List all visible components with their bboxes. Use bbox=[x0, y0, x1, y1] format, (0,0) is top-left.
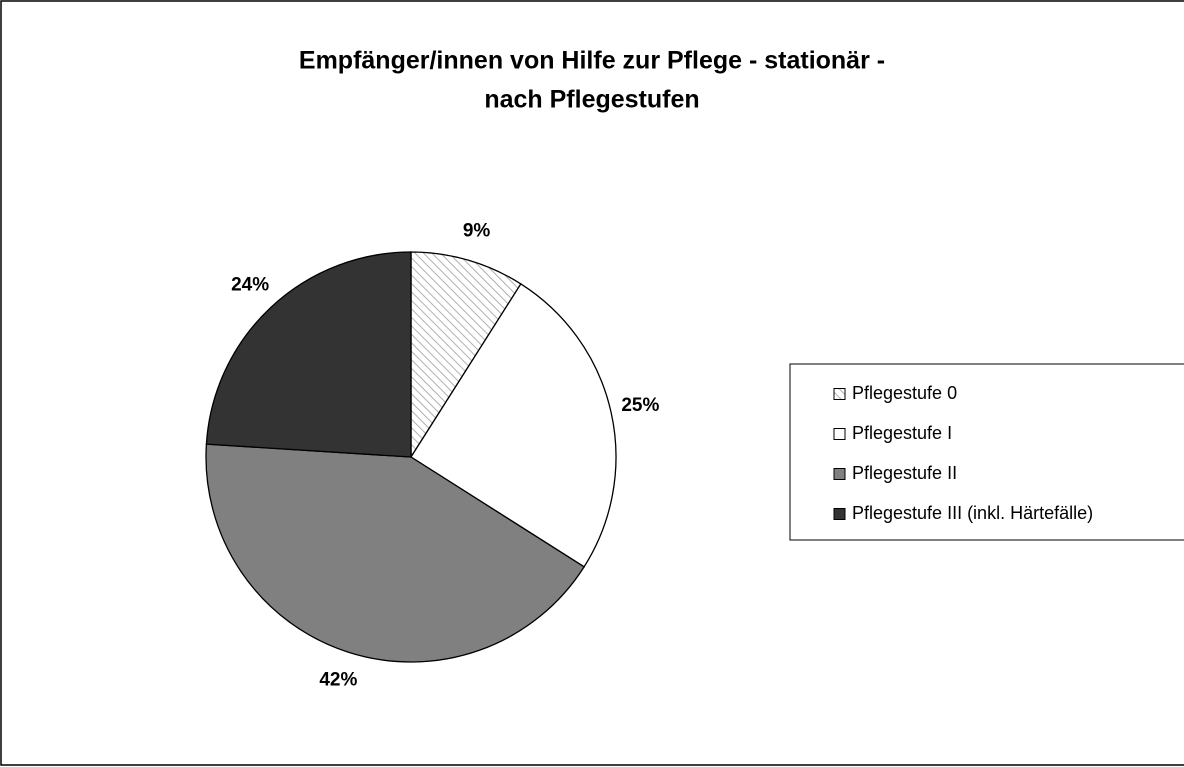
pie-slice bbox=[410, 251, 522, 460]
chart-title: Empfänger/innen von Hilfe zur Pflege - s… bbox=[299, 47, 885, 75]
pie-slice bbox=[410, 283, 617, 568]
legend-box bbox=[789, 363, 1184, 541]
legend-label: Pflegestufe III (inkl. Härtefälle) bbox=[852, 503, 1093, 523]
legend-label: Pflegestufe 0 bbox=[852, 383, 957, 403]
data-label: 42% bbox=[319, 670, 357, 691]
data-label: 9% bbox=[463, 220, 491, 241]
legend-label: Pflegestufe II bbox=[852, 463, 957, 483]
chart-title: nach Pflegestufen bbox=[484, 86, 699, 114]
data-label: 25% bbox=[621, 395, 659, 416]
legend-swatch bbox=[833, 388, 846, 400]
legend-swatch bbox=[833, 508, 846, 520]
pie-slice bbox=[205, 251, 412, 458]
legend-swatch bbox=[833, 428, 846, 440]
legend-swatch bbox=[833, 468, 846, 480]
data-label: 24% bbox=[231, 275, 269, 296]
legend-label: Pflegestufe I bbox=[852, 423, 952, 443]
pie-slice bbox=[205, 443, 585, 663]
